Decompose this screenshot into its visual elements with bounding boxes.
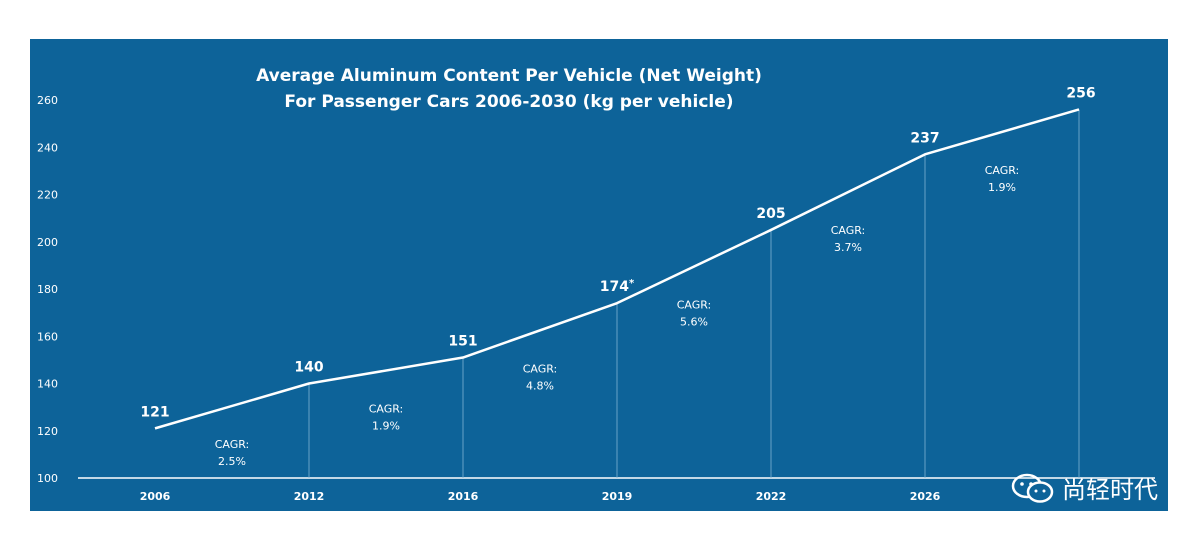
chart-panel: Average Aluminum Content Per Vehicle (Ne… [30,39,1168,511]
cagr-value: 1.9% [372,420,400,433]
cagr-label: CAGR: [985,164,1020,177]
cagr-value: 1.9% [988,181,1016,194]
series-line [154,108,1080,430]
y-tick-label: 120 [37,425,58,438]
cagr-label: CAGR: [523,362,558,375]
data-label: 140 [294,360,323,376]
data-label: 121 [140,404,169,420]
cagr-label: CAGR: [215,438,250,451]
chart-title-line-1: Average Aluminum Content Per Vehicle (Ne… [256,66,762,86]
data-label: 205 [756,206,785,222]
cagr-value: 2.5% [218,455,246,468]
y-tick-label: 180 [37,283,58,296]
x-tick-label: 2019 [602,490,633,503]
chart-svg: Average Aluminum Content Per Vehicle (Ne… [37,66,1155,503]
watermark: 尚轻时代 [1010,470,1158,505]
y-tick-label: 260 [37,94,58,107]
data-label: 237 [910,130,939,146]
y-tick-label: 100 [37,472,58,485]
data-label: 151 [448,334,477,350]
chart-title-line-2: For Passenger Cars 2006-2030 (kg per veh… [284,92,733,112]
x-tick-label: 2026 [910,490,941,503]
wechat-icon [1011,473,1054,503]
y-tick-label: 240 [37,141,58,154]
data-label: 256 [1066,85,1095,101]
y-tick-label: 200 [37,236,58,249]
y-tick-label: 160 [37,330,58,343]
cagr-value: 5.6% [680,316,708,329]
cagr-value: 3.7% [834,241,862,254]
cagr-label: CAGR: [831,224,866,237]
x-tick-label: 2022 [756,490,787,503]
x-tick-label: 2016 [448,490,479,503]
cagr-value: 4.8% [526,379,554,392]
x-tick-label: 2006 [140,490,171,503]
y-tick-label: 220 [37,189,58,202]
data-label-footnote-mark: * [629,278,635,289]
y-tick-label: 140 [37,378,58,391]
cagr-label: CAGR: [369,403,404,416]
data-label: 174* [600,278,635,295]
watermark-text: 尚轻时代 [1062,476,1158,504]
x-tick-label: 2012 [294,490,325,503]
cagr-label: CAGR: [677,299,712,312]
